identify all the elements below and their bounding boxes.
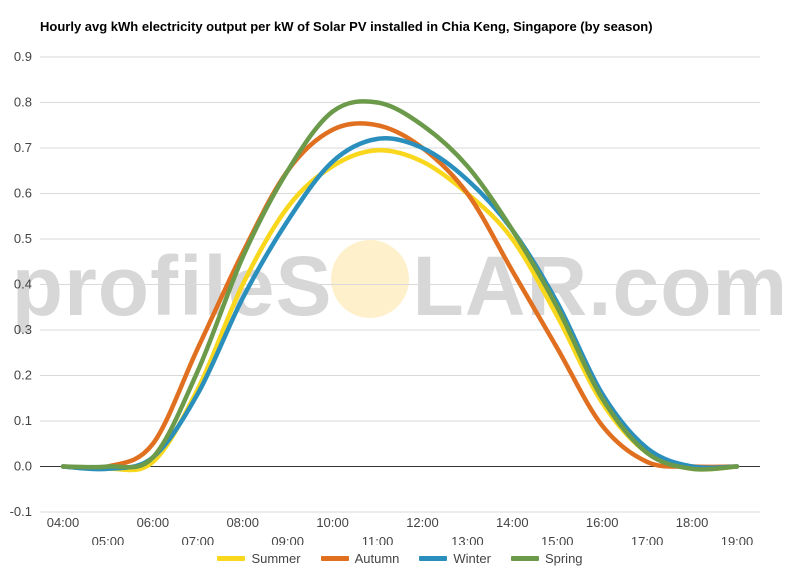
x-tick-label: 15:00 (541, 534, 574, 545)
y-tick-label: 0.8 (14, 95, 32, 110)
x-tick-label: 12:00 (406, 515, 439, 530)
legend-item-winter[interactable]: Winter (419, 549, 491, 567)
y-tick-label: -0.1 (10, 504, 32, 519)
x-tick-label: 05:00 (92, 534, 125, 545)
x-tick-label: 17:00 (631, 534, 664, 545)
legend-label: Spring (544, 550, 583, 566)
x-tick-label: 06:00 (137, 515, 170, 530)
x-tick-label: 11:00 (362, 534, 394, 545)
x-tick-label: 08:00 (226, 515, 259, 530)
x-tick-label: 14:00 (496, 515, 529, 530)
legend: Summer Autumn Winter Spring (0, 549, 800, 567)
x-tick-label: 13:00 (451, 534, 484, 545)
y-tick-label: 0.2 (14, 368, 32, 383)
legend-swatch (320, 555, 349, 561)
legend-item-autumn[interactable]: Autumn (320, 549, 400, 567)
x-tick-label: 16:00 (586, 515, 619, 530)
series-line-spring (60, 99, 740, 472)
series-line-autumn (60, 121, 740, 471)
y-tick-label: 0.6 (14, 186, 32, 201)
line-chart: -0.1 0.0 0.1 0.2 0.3 0.4 0.5 0.6 0.7 0.8 0.9 04:00… (10, 49, 760, 545)
x-tick-label: 04:00 (47, 515, 80, 530)
y-tick-label: 0.7 (14, 140, 32, 155)
x-tick-label: 09:00 (271, 534, 304, 545)
legend-item-summer[interactable]: Summer (217, 549, 301, 567)
chart-title: Hourly avg kWh electricity output per kW… (40, 19, 653, 34)
y-axis-ticks: -0.1 0.0 0.1 0.2 0.3 0.4 0.5 0.6 0.7 0.8 0.9 (10, 49, 32, 519)
x-tick-label: 19:00 (721, 534, 754, 545)
series-lines (60, 99, 740, 473)
y-tick-label: 0.5 (14, 231, 32, 246)
x-tick-label: 18:00 (676, 515, 709, 530)
x-axis-ticks: 04:00 05:00 06:00 07:00 08:00 09:00 10:00 11:00… (47, 515, 754, 545)
y-tick-label: 0.0 (14, 459, 32, 474)
y-tick-label: 0.1 (14, 413, 32, 428)
y-tick-label: 0.9 (14, 49, 32, 64)
y-tick-label: 0.3 (14, 322, 32, 337)
x-tick-label: 07:00 (182, 534, 215, 545)
legend-label: Summer (251, 550, 301, 566)
y-tick-label: 0.4 (14, 277, 32, 292)
sun-logo-icon (331, 240, 409, 318)
grid-lines (40, 56, 760, 513)
series-line-winter (60, 136, 740, 472)
legend-label: Winter (453, 550, 491, 566)
legend-swatch (510, 555, 539, 561)
x-tick-label: 10:00 (316, 515, 349, 530)
legend-swatch (419, 555, 448, 561)
legend-label: Autumn (354, 550, 400, 566)
legend-item-spring[interactable]: Spring (510, 549, 583, 567)
legend-swatch (217, 555, 246, 561)
